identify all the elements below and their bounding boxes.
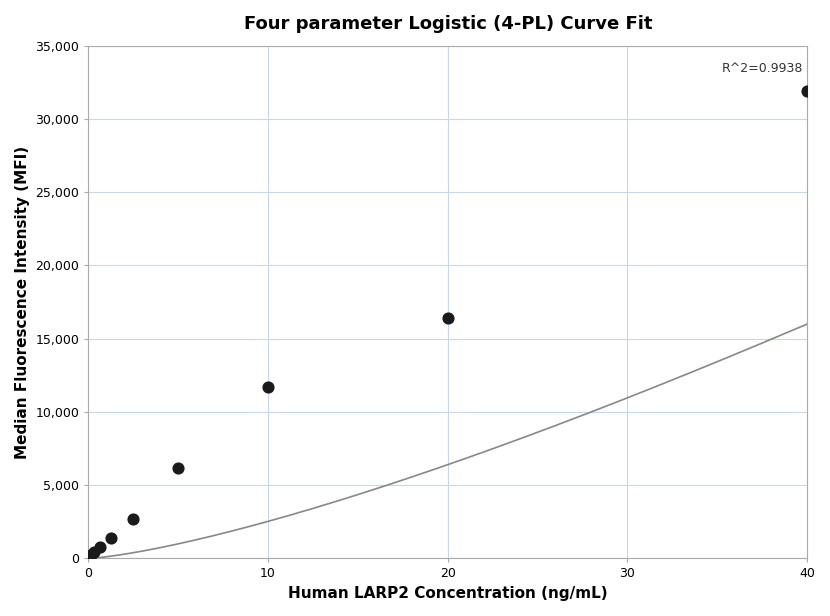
Text: R^2=0.9938: R^2=0.9938	[722, 62, 803, 75]
Title: Four parameter Logistic (4-PL) Curve Fit: Four parameter Logistic (4-PL) Curve Fit	[243, 15, 652, 33]
Point	[85, 550, 98, 560]
Point	[105, 533, 118, 543]
Point	[800, 86, 813, 96]
Point	[261, 382, 275, 392]
Point	[127, 514, 140, 524]
Point	[83, 551, 96, 561]
Point	[441, 313, 454, 323]
X-axis label: Human LARP2 Concentration (ng/mL): Human LARP2 Concentration (ng/mL)	[288, 586, 608, 601]
Y-axis label: Median Fluorescence Intensity (MFI): Median Fluorescence Intensity (MFI)	[15, 145, 30, 458]
Point	[93, 543, 106, 553]
Point	[172, 463, 185, 472]
Point	[87, 547, 100, 557]
